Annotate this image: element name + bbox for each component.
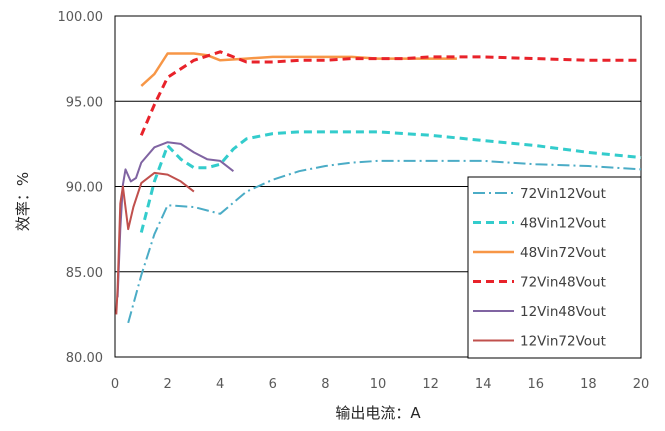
series-line-48Vin12Vout	[139, 130, 642, 233]
x-tick-label: 20	[633, 377, 650, 392]
legend: 72Vin12Vout 48Vin12Vout 48Vin72Vout 72Vin48…	[467, 176, 642, 359]
x-tick-label: 14	[475, 377, 492, 392]
legend-label: 48Vin72Vout	[520, 245, 606, 261]
series-line-72Vin12Vout	[127, 159, 642, 324]
legend-label: 48Vin12Vout	[520, 216, 606, 232]
legend-label: 12Vin48Vout	[520, 304, 606, 320]
legend-label: 12Vin72Vout	[520, 334, 606, 350]
x-tick-label: 8	[321, 377, 329, 392]
x-tick-labels: 0 2 4 6 8 10 12 14 16 18 20	[111, 377, 649, 392]
x-tick-label: 18	[580, 377, 597, 392]
y-tick-labels: 80.00 85.00 90.00 95.00 100.00	[58, 10, 104, 366]
series-line-48Vin72Vout	[140, 52, 457, 87]
series-line-12Vin72Vout	[115, 171, 195, 315]
x-tick-label: 12	[422, 377, 439, 392]
y-axis-title: 效率：%	[14, 172, 32, 231]
x-axis-title: 输出电流：A	[335, 404, 421, 422]
x-tick-label: 6	[269, 377, 277, 392]
y-tick-label: 90.00	[66, 181, 103, 196]
x-tick-label: 10	[370, 377, 387, 392]
y-tick-label: 100.00	[58, 10, 104, 25]
series-line-72Vin48Vout	[139, 50, 641, 136]
legend-box	[467, 176, 642, 359]
x-tick-label: 2	[163, 377, 171, 392]
series-lines	[115, 50, 642, 324]
legend-label: 72Vin48Vout	[520, 275, 606, 291]
y-tick-label: 80.00	[66, 351, 103, 366]
y-tick-label: 85.00	[66, 266, 103, 281]
x-tick-label: 4	[216, 377, 224, 392]
x-tick-label: 0	[111, 377, 119, 392]
series-line-12Vin48Vout	[116, 141, 235, 298]
legend-label: 72Vin12Vout	[520, 186, 606, 202]
y-tick-label: 95.00	[66, 95, 103, 110]
x-tick-label: 16	[528, 377, 545, 392]
